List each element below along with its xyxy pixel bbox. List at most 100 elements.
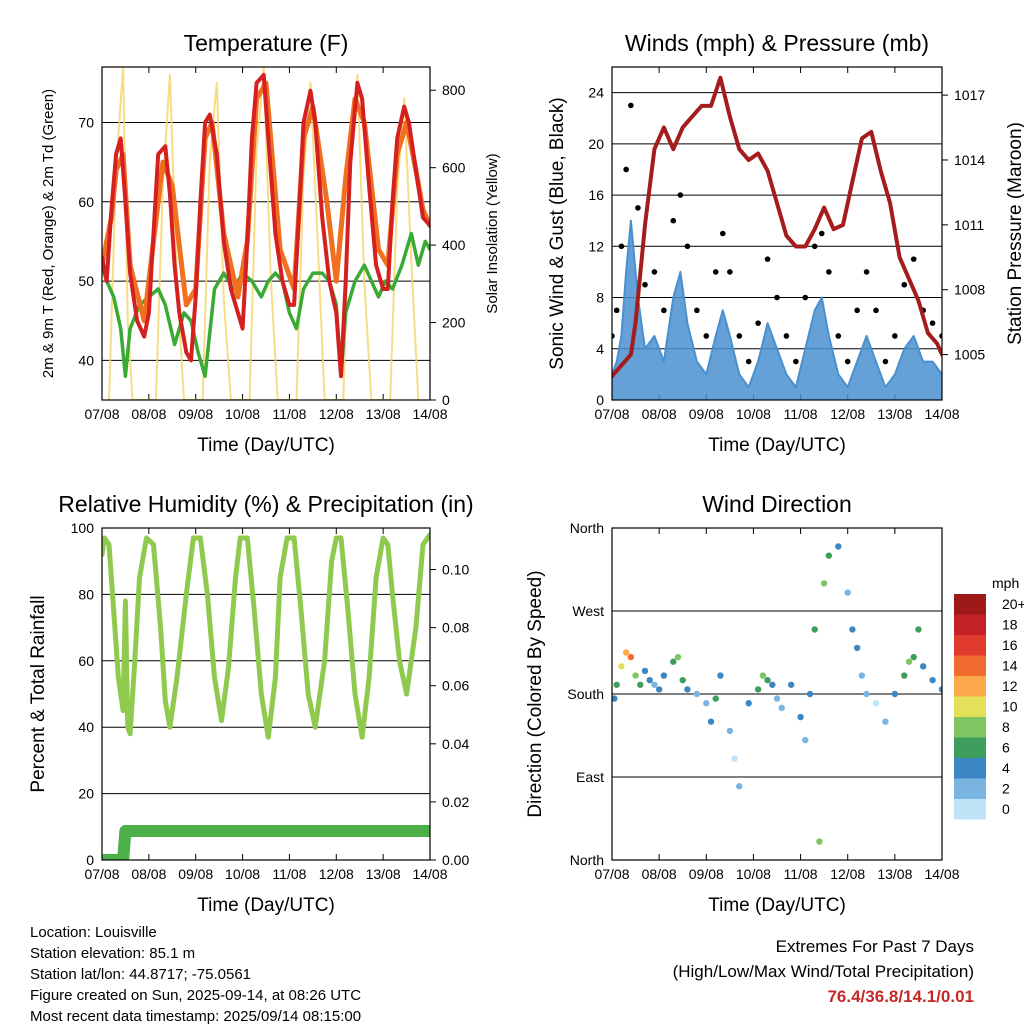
extremes-values: 76.4/36.8/14.1/0.01 (827, 987, 974, 1006)
legend-label: 12 (1002, 678, 1018, 694)
recent-timestamp: Most recent data timestamp: 2025/09/14 0… (30, 1008, 362, 1025)
x-tick-label: 12/08 (319, 866, 354, 882)
direction-point (612, 695, 618, 702)
y2-tick-label: 1005 (954, 347, 985, 363)
gust-point (818, 230, 825, 237)
y-tick-label: 4 (596, 341, 604, 357)
x-tick-label: 13/08 (366, 866, 401, 882)
y-axis-label: Sonic Wind & Gust (Blue, Black) (547, 97, 568, 369)
chart-panel-2: Winds (mph) & Pressure (mb) 0 4 8 12 16 20 24 10… (547, 30, 1024, 456)
y-tick-label: 8 (596, 290, 604, 306)
gust-point (826, 269, 832, 275)
gust-point (727, 269, 733, 275)
gust-point (651, 269, 658, 275)
y-tick-label: North (570, 852, 604, 868)
chart-panel-3: Relative Humidity (%) & Precipitation (i… (28, 491, 474, 916)
station-info: Location: Louisville Station elevation: … (30, 922, 361, 1027)
y-axis-label: Percent & Total Rainfall (28, 595, 49, 792)
direction-point (778, 704, 785, 712)
direction-point (802, 736, 809, 744)
direction-point (707, 718, 715, 725)
direction-point (787, 681, 795, 688)
y2-tick-label: 600 (442, 160, 466, 176)
x-tick-label: 09/08 (178, 866, 213, 882)
direction-point (825, 552, 833, 559)
gust-point (793, 358, 799, 365)
gust-point (613, 307, 620, 314)
station-latlon: Station lat/lon: 44.8717; -75.0561 (30, 966, 252, 983)
y2-tick-label: 0.10 (442, 562, 469, 578)
y-tick-label: 60 (78, 653, 94, 669)
legend-label: 20+ (1002, 596, 1024, 612)
gust-point (774, 294, 780, 301)
legend-swatch (954, 758, 986, 779)
legend-swatch (954, 676, 986, 697)
extremes-panel: Extremes For Past 7 Days (High/Low/Max W… (673, 934, 974, 1009)
y2-tick-label: 0.00 (442, 852, 469, 868)
x-tick-label: 08/08 (642, 866, 677, 882)
station-pressure-line (612, 75, 942, 379)
direction-point (853, 644, 861, 652)
y2-tick-label: 1011 (954, 217, 984, 233)
y-tick-label: 60 (78, 194, 94, 210)
legend-swatch (954, 614, 986, 635)
y-axis-label: Direction (Colored By Speed) (525, 570, 546, 817)
gust-point (703, 333, 710, 339)
x-tick-label: 11/08 (784, 406, 818, 422)
gust-point (642, 281, 648, 288)
gust-point (844, 358, 851, 365)
gust-point (802, 294, 809, 301)
gust-point (882, 358, 889, 365)
direction-point (637, 681, 644, 688)
direction-point (736, 783, 743, 790)
plot-frame (611, 66, 943, 401)
x-tick-label: 11/08 (784, 866, 818, 882)
y-tick-label: East (576, 769, 604, 785)
plot-frame (101, 527, 431, 861)
y-tick-label: 0 (86, 852, 94, 868)
gust-point (670, 217, 677, 224)
y2-tick-label: 800 (442, 82, 466, 98)
gust-point (863, 269, 870, 275)
extremes-title: Extremes For Past 7 Days (775, 937, 974, 956)
direction-point (882, 718, 889, 725)
gust-point (628, 102, 634, 109)
x-axis-label: Time (Day/UTC) (708, 895, 846, 916)
direction-point (693, 690, 701, 698)
x-tick-label: 11/08 (272, 866, 306, 882)
direction-point (872, 700, 880, 707)
legend-label: 2 (1002, 781, 1010, 797)
y-tick-label: 20 (588, 136, 604, 152)
x-tick-label: 10/08 (736, 866, 771, 882)
direction-point (891, 690, 899, 698)
gust-point (892, 333, 898, 339)
x-tick-label: 14/08 (412, 406, 447, 422)
direction-point (820, 580, 828, 587)
y2-tick-label: 400 (442, 237, 466, 253)
direction-point (731, 755, 738, 762)
plot-area (612, 543, 942, 845)
gust-point (783, 333, 790, 339)
gust-point (612, 333, 615, 339)
legend-label: 10 (1002, 699, 1018, 715)
direction-point (929, 676, 936, 684)
gust-point (618, 243, 625, 250)
direction-point (764, 676, 771, 684)
x-tick-label: 13/08 (877, 866, 912, 882)
plot-area (612, 75, 942, 400)
x-tick-label: 12/08 (830, 866, 865, 882)
direction-point (655, 686, 663, 693)
gust-point (764, 256, 771, 262)
y2-tick-label: 0.08 (442, 620, 469, 636)
direction-point (919, 663, 927, 670)
x-tick-label: 10/08 (736, 406, 771, 422)
legend-label: 14 (1002, 658, 1018, 674)
gust-point (684, 243, 691, 250)
extremes-subtitle: (High/Low/Max Wind/Total Precipitation) (672, 962, 974, 981)
legend-title: mph (992, 575, 1019, 591)
x-tick-label: 07/08 (594, 866, 629, 882)
relative-humidity-line (102, 532, 430, 740)
figure-created: Figure created on Sun, 2025-09-14, at 08… (30, 987, 362, 1004)
gust-point (694, 307, 700, 314)
